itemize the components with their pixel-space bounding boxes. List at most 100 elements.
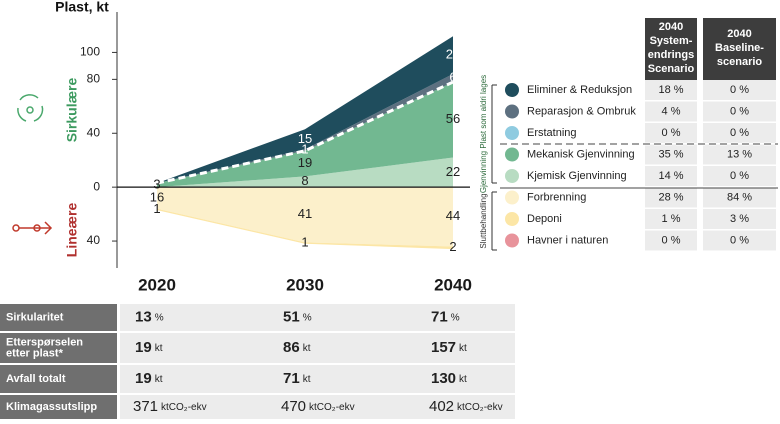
column-header-text: scenario — [717, 56, 763, 68]
share-cell: 0 % — [730, 170, 749, 182]
legend-label: Kjemisk Gjenvinning — [527, 170, 627, 182]
row-label-bg — [0, 333, 117, 363]
legend-swatch — [505, 190, 519, 205]
row-label-bg — [0, 365, 117, 393]
cell-bg — [703, 230, 776, 251]
share-cell: 28 % — [658, 191, 683, 203]
summary-value: 371 ktCO₂-ekv — [133, 398, 207, 415]
area — [157, 187, 453, 247]
value-label: 2 — [449, 239, 456, 254]
value-label: 22 — [446, 164, 460, 179]
share-cell: 18 % — [658, 84, 683, 96]
summary-unit: kt — [303, 343, 311, 354]
legend-label: Havner i naturen — [527, 234, 608, 246]
summary-value: 86 kt — [283, 339, 311, 356]
value-label: 44 — [446, 208, 460, 223]
summary-number: 130 — [431, 370, 456, 387]
y-tick-label: 0 — [93, 179, 100, 193]
legend-label: Mekanisk Gjenvinning — [527, 148, 635, 160]
cell-bg — [645, 209, 697, 229]
legend-label: Deponi — [527, 213, 562, 225]
row-label-bg — [0, 304, 117, 331]
column-header-text: endrings — [648, 49, 694, 61]
legend-swatch — [505, 104, 519, 119]
row-label: etter plast* — [6, 347, 64, 359]
row-bg — [120, 365, 515, 393]
value-label: 3 — [153, 177, 160, 192]
x-tick-label: 2020 — [138, 275, 176, 294]
share-cell: 0 % — [662, 234, 681, 246]
value-label: 56 — [446, 111, 460, 126]
column-header-text: Scenario — [648, 63, 695, 75]
summary-value: 157 kt — [431, 339, 467, 356]
legend-label: Eliminer & Reduksjon — [527, 84, 632, 96]
cell-bg — [703, 209, 776, 229]
summary-value: 51% — [283, 308, 312, 325]
legend-label: Erstatning — [527, 127, 577, 139]
legend-swatch — [505, 212, 519, 226]
value-label: 15 — [298, 131, 312, 146]
cell-bg — [645, 123, 697, 143]
summary-number: 71 — [283, 370, 300, 387]
y-tick-label: 40 — [87, 125, 101, 139]
value-label: 1 — [301, 142, 308, 157]
legend-label: Forbrenning — [527, 191, 586, 203]
cell-bg — [703, 101, 776, 122]
summary-value: 130 kt — [431, 370, 467, 387]
circular-icon — [17, 94, 44, 122]
cell-bg — [703, 187, 776, 208]
summary-value: 71% — [431, 308, 460, 325]
dashed-boundary — [156, 80, 454, 185]
summary-number: 19 — [135, 370, 152, 387]
column-header — [703, 18, 776, 80]
summary-unit: kt — [459, 374, 467, 385]
bracket-label: Gjenvinning Plast som aldri lages — [479, 75, 488, 193]
summary-unit: kt — [155, 343, 163, 354]
column-header — [645, 18, 697, 80]
share-cell: 3 % — [730, 213, 749, 225]
row-label: Etterspørselen — [6, 336, 83, 348]
linear-icon — [12, 221, 53, 235]
summary-number: 13 — [135, 308, 152, 325]
row-label: Avfall totalt — [6, 373, 66, 385]
summary-value: 19 kt — [135, 370, 163, 387]
summary-unit: % — [155, 312, 164, 323]
legend-swatch — [505, 147, 519, 162]
share-cell: 35 % — [658, 148, 683, 160]
summary-unit: kt — [303, 374, 311, 385]
area — [157, 82, 453, 188]
y-tick-label: 40 — [87, 233, 101, 247]
summary-number: 19 — [135, 339, 152, 356]
share-cell: 0 % — [730, 127, 749, 139]
summary-unit: ktCO₂-ekv — [457, 402, 503, 413]
share-cell: 0 % — [730, 84, 749, 96]
summary-number: 157 — [431, 339, 456, 356]
share-cell: 1 % — [662, 213, 681, 225]
summary-value: 470 ktCO₂-ekv — [281, 398, 355, 415]
value-label: 6 — [449, 69, 456, 84]
y-tick-label: 80 — [87, 72, 101, 86]
column-header-text: System- — [650, 35, 693, 47]
summary-unit: % — [303, 312, 312, 323]
summary-number: 51 — [283, 308, 300, 325]
column-header-text: Baseline- — [715, 42, 764, 54]
cell-bg — [645, 80, 697, 100]
brackets — [491, 84, 497, 251]
share-cell: 0 % — [662, 127, 681, 139]
share-cell: 13 % — [727, 148, 752, 160]
legend-swatch — [505, 169, 519, 183]
summary-value: 71 kt — [283, 370, 311, 387]
x-tick-label: 2040 — [434, 275, 472, 294]
share-cell: 0 % — [730, 234, 749, 246]
linear-label: Lineære — [64, 203, 80, 258]
summary-number: 71 — [431, 308, 448, 325]
summary-value: 19 kt — [135, 339, 163, 356]
summary-number: 371 — [133, 398, 158, 415]
x-tick-label: 2030 — [286, 275, 324, 294]
value-label: 1 — [153, 201, 160, 216]
bracket-label: Sluttbehandling — [479, 193, 488, 248]
summary-unit: % — [451, 312, 460, 323]
summary-value: 13% — [135, 308, 164, 325]
circular-label: Sirkulære — [64, 77, 80, 142]
